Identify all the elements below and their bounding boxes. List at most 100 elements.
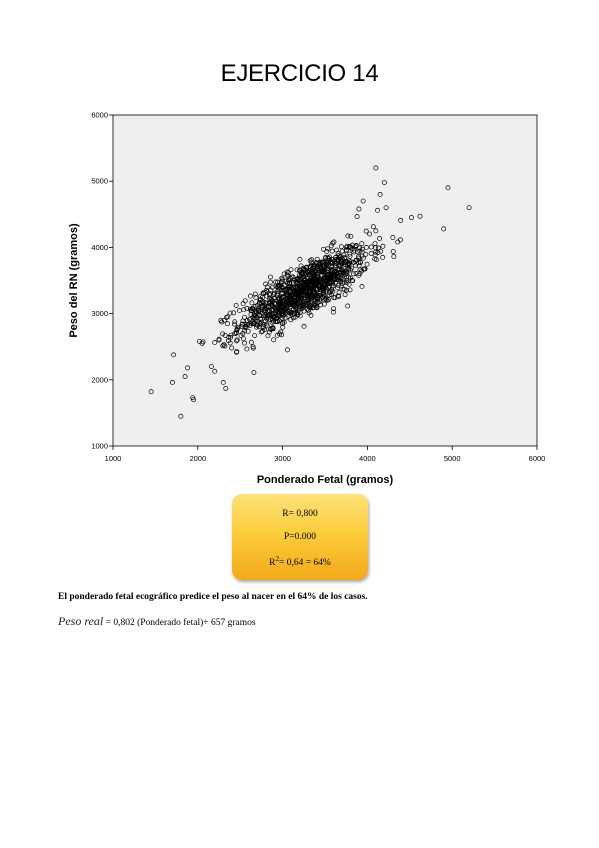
data-point	[262, 303, 268, 308]
data-point	[313, 304, 319, 310]
data-point	[280, 300, 286, 306]
data-point	[391, 254, 397, 259]
data-point	[356, 206, 362, 212]
data-point	[373, 228, 379, 234]
data-point	[306, 285, 312, 291]
data-point	[356, 253, 362, 259]
data-point	[373, 257, 379, 263]
data-point	[278, 279, 284, 285]
data-point	[248, 339, 254, 345]
data-point	[231, 321, 237, 327]
data-point	[380, 254, 386, 260]
data-point	[264, 316, 270, 322]
x-tick-label: 1000	[105, 454, 122, 463]
data-point	[299, 279, 305, 285]
data-point	[466, 205, 472, 211]
data-point	[263, 281, 269, 287]
data-point	[337, 262, 343, 268]
data-point	[297, 276, 303, 282]
data-point	[232, 319, 238, 325]
data-point	[264, 321, 270, 327]
data-point	[307, 295, 313, 300]
data-point	[306, 272, 312, 278]
data-point	[274, 306, 280, 312]
data-point	[322, 275, 328, 281]
data-point	[291, 294, 297, 300]
data-point	[248, 293, 253, 299]
data-point	[326, 256, 332, 262]
data-point	[315, 296, 320, 302]
data-point	[251, 320, 257, 326]
data-point	[242, 340, 247, 346]
data-point	[245, 328, 251, 334]
data-point	[258, 329, 264, 335]
data-point	[359, 249, 365, 255]
data-point	[233, 302, 239, 308]
data-point	[310, 293, 316, 299]
data-point	[346, 274, 352, 280]
data-point	[292, 277, 298, 283]
data-point	[261, 291, 267, 297]
x-tick-label: 3000	[274, 454, 291, 463]
data-point	[269, 284, 275, 290]
data-point	[390, 235, 396, 240]
data-point	[313, 281, 319, 286]
data-point	[250, 344, 256, 350]
data-point	[357, 259, 363, 265]
data-point	[344, 247, 349, 253]
data-point	[373, 165, 379, 171]
data-point	[234, 337, 240, 343]
data-point	[340, 268, 346, 274]
data-point	[285, 273, 291, 279]
data-point	[330, 288, 336, 294]
data-point	[244, 346, 250, 352]
x-axis-label: Ponderado Fetal (gramos)	[257, 474, 394, 486]
data-point	[276, 318, 282, 324]
data-point	[273, 279, 279, 285]
y-tick-label: 4000	[91, 243, 108, 252]
data-point	[239, 321, 245, 327]
data-point	[335, 293, 341, 299]
data-point	[263, 288, 269, 293]
data-point	[250, 306, 256, 312]
data-point	[185, 365, 191, 371]
data-point	[269, 301, 275, 307]
data-point	[311, 276, 317, 282]
data-point	[242, 328, 247, 334]
data-point	[254, 303, 260, 308]
data-point	[238, 324, 244, 330]
data-point	[290, 307, 296, 313]
data-point	[345, 233, 351, 239]
data-point	[283, 301, 289, 307]
data-point	[319, 287, 325, 293]
data-point	[265, 308, 271, 314]
data-point	[409, 215, 414, 221]
data-point	[329, 248, 335, 254]
data-point	[237, 308, 242, 314]
data-point	[266, 292, 272, 298]
data-point	[220, 379, 226, 385]
data-point	[338, 244, 344, 250]
data-point	[277, 295, 283, 301]
data-point	[344, 270, 350, 276]
data-point	[338, 283, 344, 289]
data-point	[335, 282, 341, 288]
data-point	[199, 340, 205, 346]
data-point	[323, 277, 329, 283]
data-point	[281, 271, 287, 277]
data-point	[253, 295, 259, 301]
data-point	[212, 368, 218, 374]
data-point	[244, 305, 250, 311]
scatter-chart: 1000 2000 3000 4000 5000 6000 1000 2000 3000 4000…	[68, 111, 545, 487]
data-point	[191, 397, 197, 403]
data-point	[278, 300, 284, 306]
data-point	[323, 296, 329, 302]
data-point	[307, 303, 313, 309]
data-point	[347, 253, 353, 259]
data-point	[326, 297, 332, 303]
data-point	[339, 248, 345, 254]
data-point	[330, 309, 336, 315]
data-point	[178, 413, 184, 419]
data-point	[362, 266, 368, 272]
data-point	[182, 374, 188, 379]
